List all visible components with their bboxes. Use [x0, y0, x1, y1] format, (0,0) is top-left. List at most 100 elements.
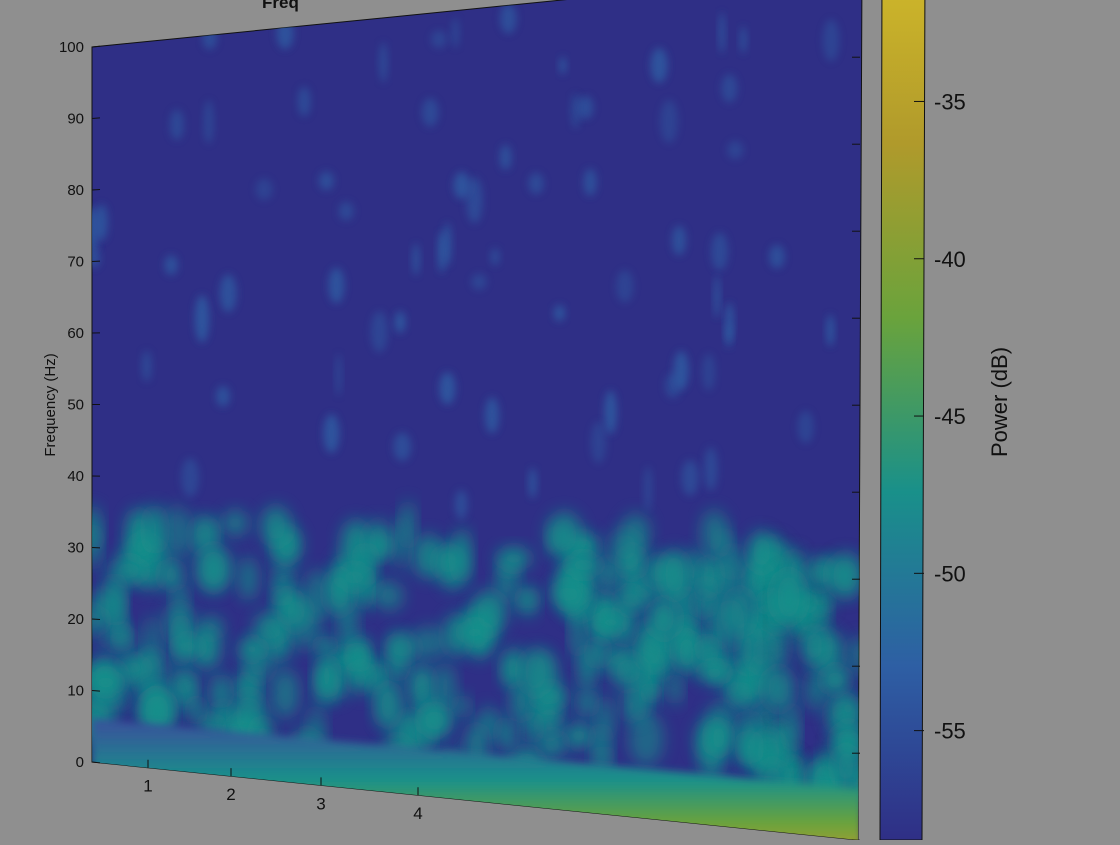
power-spot	[455, 490, 468, 519]
power-spot	[272, 669, 299, 718]
power-spot	[559, 57, 566, 74]
power-spot	[500, 145, 512, 170]
power-spot	[339, 202, 354, 220]
power-spot	[256, 179, 273, 201]
power-spot	[547, 512, 582, 558]
power-spot	[704, 447, 718, 490]
power-spot	[798, 411, 814, 444]
power-spot	[317, 636, 335, 656]
y-tick-label-40: 40	[67, 468, 84, 485]
power-spot	[371, 311, 388, 352]
power-spot	[146, 505, 165, 554]
power-spot	[660, 550, 689, 600]
power-spot	[566, 553, 601, 577]
power-spot	[163, 506, 192, 558]
power-spot	[87, 523, 100, 571]
power-spot	[376, 683, 401, 728]
power-spot	[566, 723, 592, 748]
power-spot	[660, 100, 678, 143]
power-spot	[395, 311, 406, 333]
colorbar	[880, 0, 925, 840]
power-spot	[195, 295, 210, 342]
power-spot	[699, 576, 714, 603]
power-spot	[387, 633, 419, 663]
y-tick-90	[92, 118, 100, 119]
power-spot	[336, 354, 342, 396]
power-spot	[142, 351, 152, 382]
y-tick-label-80: 80	[67, 182, 84, 199]
power-spot	[826, 315, 834, 347]
power-spot	[459, 621, 490, 643]
power-spot	[648, 598, 679, 638]
y-tick-label-70: 70	[67, 254, 84, 271]
power-spot	[823, 19, 840, 61]
power-spot	[702, 354, 715, 391]
power-spot	[520, 648, 551, 695]
x-tick-label-4: 4	[413, 804, 422, 823]
power-spot	[701, 510, 727, 559]
y-tick-label-50: 50	[67, 397, 84, 414]
power-spot	[439, 372, 455, 404]
power-spot	[349, 642, 366, 672]
power-spot	[490, 248, 499, 265]
y-tick-label-60: 60	[67, 325, 84, 342]
power-spot	[323, 414, 339, 453]
power-spot	[277, 18, 294, 49]
power-spot	[740, 27, 747, 54]
y-tick-label-90: 90	[67, 111, 84, 128]
x-tick-label-1: 1	[143, 777, 152, 796]
power-spot	[538, 712, 560, 739]
power-spot	[454, 528, 470, 582]
y-tick-label-20: 20	[67, 611, 84, 628]
power-spot	[485, 397, 499, 433]
power-spot	[674, 351, 689, 390]
power-spot	[454, 172, 470, 199]
power-spot	[497, 547, 531, 569]
colorbar-tick-label--50: -50	[934, 561, 966, 586]
power-spot	[220, 274, 237, 312]
power-spot	[591, 421, 606, 463]
power-spot	[319, 172, 334, 191]
x-tick-label-2: 2	[226, 785, 235, 804]
power-spot	[645, 682, 657, 703]
power-spot	[772, 570, 805, 625]
power-spot	[519, 587, 536, 609]
power-spot	[175, 613, 187, 668]
power-spot	[748, 531, 776, 572]
chart-title: Freq	[262, 0, 299, 12]
power-spot	[181, 458, 199, 497]
power-spot	[212, 674, 229, 708]
power-spot	[274, 585, 289, 606]
power-spot	[95, 204, 108, 240]
power-spot	[724, 543, 742, 581]
power-spot	[731, 682, 747, 711]
power-spot	[595, 612, 627, 633]
colorbar-tick-label--40: -40	[934, 247, 966, 272]
colorbar-label: Power (dB)	[987, 347, 1012, 457]
y-tick-label-30: 30	[67, 540, 84, 557]
power-spot	[571, 607, 584, 658]
power-spot	[833, 745, 858, 788]
power-spot	[583, 169, 596, 196]
power-spot	[714, 275, 720, 318]
power-spot	[240, 638, 265, 661]
y-tick-10	[92, 691, 100, 692]
power-spot	[261, 506, 290, 546]
power-spot	[651, 48, 668, 83]
power-spot	[786, 702, 799, 754]
power-spot	[451, 18, 460, 48]
power-spot	[719, 12, 725, 53]
power-spot	[436, 663, 455, 712]
power-spot	[644, 466, 653, 511]
power-spot	[609, 528, 642, 566]
power-spot	[748, 631, 774, 674]
power-spot	[393, 433, 411, 461]
power-spot	[106, 573, 124, 626]
power-spot	[471, 274, 486, 290]
power-spot	[379, 43, 388, 83]
power-spot	[707, 719, 730, 757]
power-spot	[412, 244, 420, 276]
power-spot	[202, 25, 217, 49]
